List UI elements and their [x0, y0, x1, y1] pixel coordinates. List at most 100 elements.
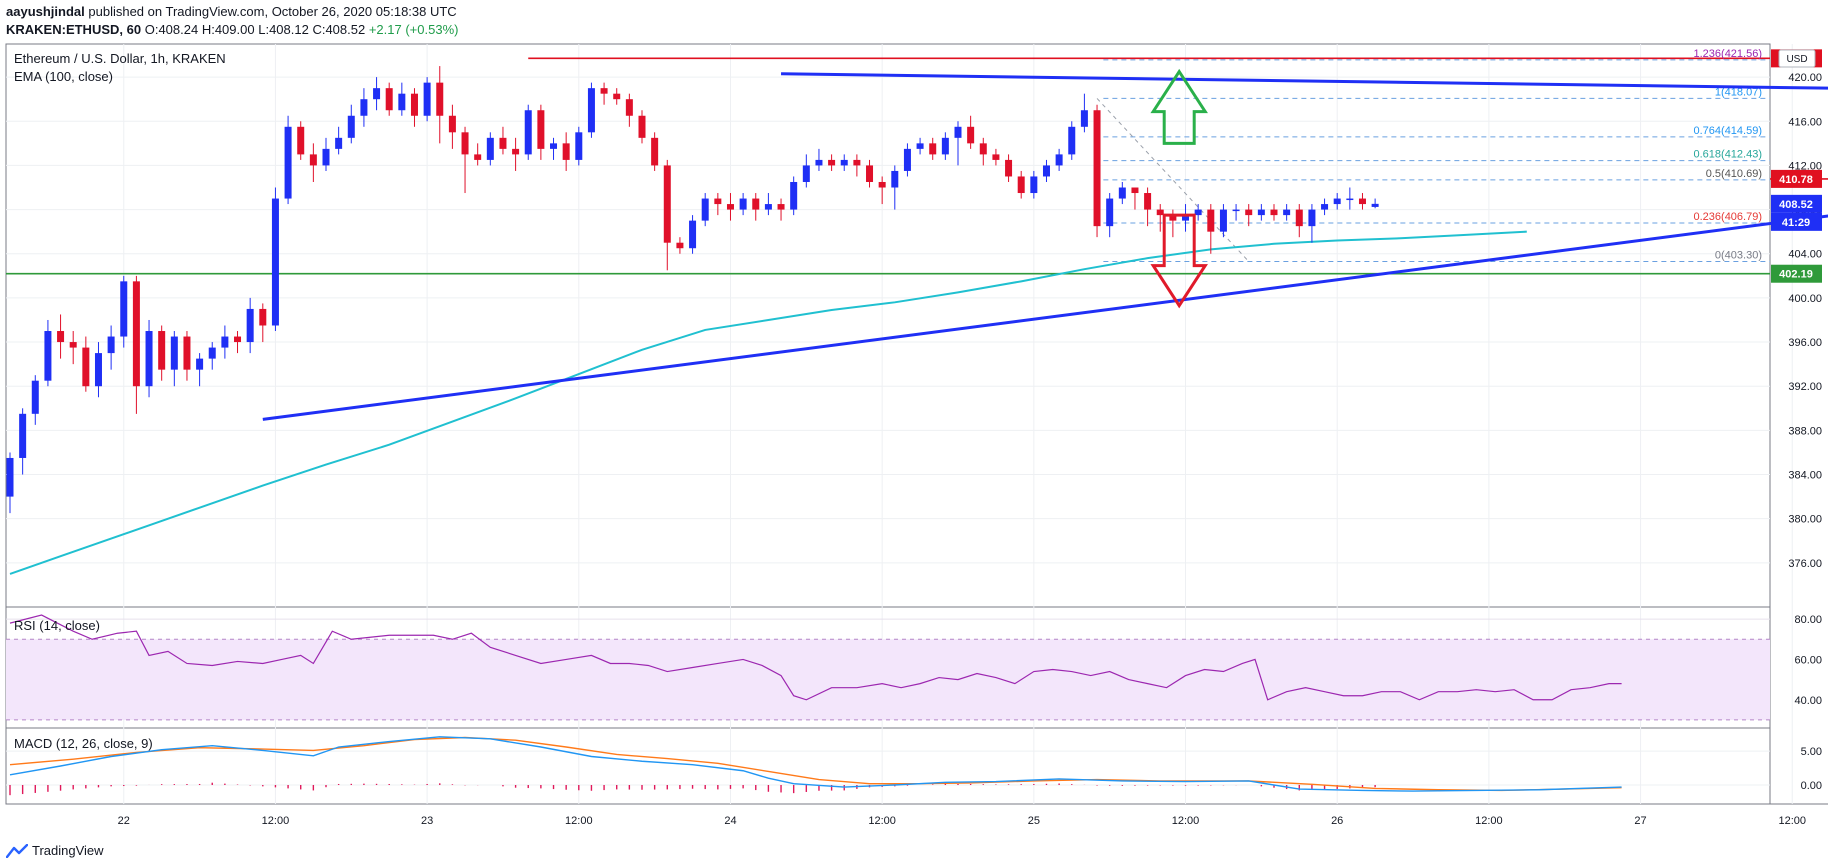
- candle-body: [1371, 203, 1379, 207]
- candle-body: [726, 204, 734, 210]
- candle-body: [752, 198, 760, 210]
- macd-signal-line: [9, 736, 1622, 792]
- price-tag-label: 408.52: [1779, 199, 1813, 211]
- candle-body: [259, 308, 267, 326]
- candle-body: [1131, 187, 1139, 194]
- price-tag-label: 410.78: [1779, 174, 1813, 186]
- close-value: 408.52: [325, 22, 366, 37]
- candle-body: [512, 148, 520, 155]
- candle-body: [448, 115, 456, 133]
- candle-body: [44, 331, 52, 381]
- candle-body: [764, 204, 772, 210]
- fib-level-label: 1.236(421.56): [1694, 48, 1763, 60]
- candle-body: [992, 154, 1000, 160]
- author-name[interactable]: aayushjindal: [6, 4, 85, 19]
- published-text: published on TradingView.com, October 26…: [88, 4, 457, 19]
- candle-body: [373, 88, 381, 100]
- candle-body: [1156, 209, 1164, 216]
- candle-body: [524, 110, 532, 155]
- price-tick-label: 404.00: [1788, 249, 1822, 261]
- candle-body: [714, 198, 722, 205]
- candle-body: [385, 88, 393, 111]
- macd-legend: MACD (12, 26, close, 9): [14, 736, 153, 751]
- rsi-legend: RSI (14, close): [14, 618, 100, 633]
- candle-body: [1055, 154, 1063, 166]
- candle-body: [651, 137, 659, 166]
- candle-body: [132, 281, 140, 387]
- price-tag-label: 402.19: [1779, 269, 1813, 281]
- candle-body: [1270, 209, 1278, 216]
- candle-body: [903, 148, 911, 171]
- candle-body: [587, 88, 595, 133]
- tradingview-logo-icon: [6, 843, 28, 858]
- time-tick-label: 12:00: [565, 815, 593, 827]
- time-tick-label: 22: [118, 815, 130, 827]
- candle-body: [828, 159, 836, 166]
- price-tag-blue: [1771, 194, 1822, 213]
- candle-body: [1232, 209, 1240, 212]
- candle-body: [840, 159, 848, 166]
- candle-body: [1333, 198, 1341, 205]
- time-tick-label: 23: [421, 815, 433, 827]
- candle-body: [790, 181, 798, 210]
- candle-body: [550, 143, 558, 149]
- candle-body: [676, 242, 684, 249]
- candle-body: [815, 159, 823, 166]
- candle-body: [196, 358, 204, 370]
- candle-body: [423, 82, 431, 116]
- price-tick-label: 388.00: [1788, 425, 1822, 437]
- candle-body: [398, 93, 406, 111]
- price-tick-label: 392.00: [1788, 381, 1822, 393]
- candle-body: [562, 143, 570, 160]
- countdown-tag: [1771, 212, 1822, 231]
- candle-body: [170, 336, 178, 370]
- candle-body: [335, 137, 343, 149]
- candle-body: [689, 220, 697, 249]
- footer: TradingView: [6, 843, 104, 858]
- candle-body: [1245, 209, 1253, 216]
- candle-body: [1283, 209, 1291, 216]
- price-tag-green: [1771, 264, 1822, 283]
- candle-body: [1194, 209, 1202, 216]
- candle-body: [537, 110, 545, 149]
- macd-line: [9, 736, 1622, 792]
- candle-body: [1207, 209, 1215, 232]
- candle-body: [916, 143, 924, 149]
- price-tick-label: 380.00: [1788, 514, 1822, 526]
- time-tick-label: 12:00: [1475, 815, 1503, 827]
- candle-body: [31, 380, 39, 414]
- price-tick-label: 384.00: [1788, 470, 1822, 482]
- candle-body: [145, 331, 153, 387]
- candle-body: [474, 154, 482, 160]
- candle-body: [1295, 209, 1303, 227]
- fib-level-label: 0.5(410.69): [1706, 168, 1762, 180]
- candle-body: [777, 204, 785, 210]
- candle-body: [284, 126, 292, 199]
- open-value: 408.24: [158, 22, 199, 37]
- price-tick-label: 400.00: [1788, 293, 1822, 305]
- fib-level-label: 1(418.07): [1715, 86, 1762, 98]
- candle-body: [1308, 209, 1316, 227]
- candle-body: [1005, 159, 1013, 177]
- candle-body: [954, 126, 962, 138]
- open-label: O:: [144, 22, 159, 37]
- candle-body: [1042, 165, 1050, 177]
- candle-body: [1118, 187, 1126, 199]
- footer-brand[interactable]: TradingView: [32, 843, 104, 858]
- candle-body: [575, 132, 583, 160]
- trendline-falling-resistance: [781, 72, 1828, 90]
- high-label: H:: [201, 22, 215, 37]
- candle-body: [878, 181, 886, 188]
- rsi-tick-label: 60.00: [1794, 654, 1822, 666]
- high-value: 409.00: [214, 22, 255, 37]
- candle-body: [929, 143, 937, 155]
- candle-body: [1358, 198, 1366, 205]
- candle-body: [297, 126, 305, 155]
- price-tick-label: 420.00: [1788, 72, 1822, 84]
- candle-body: [1257, 209, 1265, 216]
- currency-label: USD: [1786, 54, 1807, 65]
- candle-body: [866, 165, 874, 182]
- currency-badge[interactable]: [1778, 49, 1816, 68]
- fib-level-label: 0(403.30): [1715, 249, 1762, 261]
